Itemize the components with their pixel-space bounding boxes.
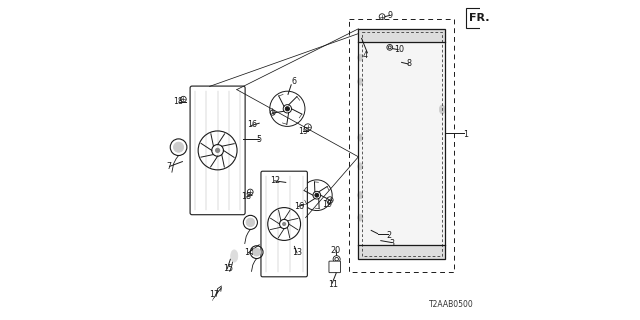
FancyBboxPatch shape — [466, 8, 485, 28]
Text: 19: 19 — [298, 127, 308, 136]
Text: 14: 14 — [244, 248, 254, 257]
Bar — [358, 29, 445, 259]
Text: 2: 2 — [387, 231, 392, 240]
Text: 9: 9 — [388, 11, 393, 20]
Circle shape — [253, 248, 260, 256]
Ellipse shape — [358, 78, 363, 85]
Ellipse shape — [358, 54, 363, 61]
Text: 5: 5 — [257, 135, 262, 144]
Text: T2AAB0500: T2AAB0500 — [429, 300, 474, 309]
Ellipse shape — [358, 163, 363, 170]
Ellipse shape — [231, 250, 238, 262]
Text: 4: 4 — [362, 52, 367, 60]
Text: 15: 15 — [223, 264, 233, 273]
Ellipse shape — [358, 192, 363, 199]
Text: 18: 18 — [173, 97, 184, 106]
Bar — [358, 29, 445, 259]
Text: 3: 3 — [390, 239, 395, 248]
Text: 8: 8 — [406, 60, 412, 68]
Text: 12: 12 — [270, 176, 280, 185]
Text: FR.: FR. — [470, 13, 490, 23]
Circle shape — [282, 222, 286, 226]
Circle shape — [215, 148, 220, 153]
Circle shape — [315, 193, 319, 197]
FancyBboxPatch shape — [329, 261, 340, 273]
FancyBboxPatch shape — [190, 86, 245, 215]
Text: 6: 6 — [292, 77, 297, 86]
Bar — [362, 32, 442, 256]
Ellipse shape — [440, 105, 445, 114]
Text: 1: 1 — [463, 130, 468, 139]
Circle shape — [246, 218, 255, 227]
Text: 13: 13 — [292, 248, 303, 257]
Text: 16: 16 — [294, 202, 304, 211]
Circle shape — [173, 142, 184, 152]
FancyBboxPatch shape — [261, 171, 307, 277]
Text: 18: 18 — [241, 192, 252, 201]
Ellipse shape — [358, 134, 363, 141]
Text: 10: 10 — [394, 45, 404, 54]
Circle shape — [285, 107, 289, 111]
Ellipse shape — [213, 298, 219, 306]
Bar — [349, 19, 454, 272]
Text: 7: 7 — [166, 162, 172, 171]
Text: 11: 11 — [328, 280, 338, 289]
Text: 16: 16 — [247, 120, 257, 129]
Ellipse shape — [358, 214, 363, 221]
Text: 17: 17 — [209, 290, 220, 299]
Text: 19: 19 — [323, 200, 333, 209]
Text: 20: 20 — [330, 246, 340, 255]
